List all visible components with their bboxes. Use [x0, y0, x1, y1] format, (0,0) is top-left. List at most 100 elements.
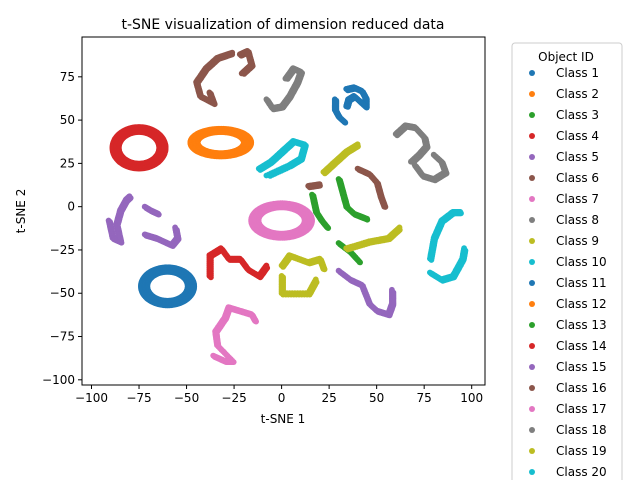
legend-marker	[529, 364, 535, 370]
legend-marker	[529, 343, 535, 349]
legend-marker	[529, 217, 535, 223]
y-axis-ticks: −100 −75 −50 −25 0 25 50 75	[42, 70, 82, 387]
scatter-points	[105, 48, 469, 365]
legend-label: Class 20	[556, 465, 607, 479]
y-tick-label: 75	[60, 70, 75, 84]
data-point	[263, 172, 270, 179]
y-tick-label: −25	[50, 243, 75, 257]
legend-label: Class 15	[556, 360, 607, 374]
legend-marker	[529, 238, 535, 244]
y-tick-label: −50	[50, 286, 75, 300]
legend-marker	[529, 322, 535, 328]
data-point	[282, 75, 289, 82]
legend-marker	[529, 112, 535, 118]
legend-label: Class 13	[556, 318, 607, 332]
data-point	[172, 224, 179, 231]
data-point	[324, 224, 331, 231]
x-axis-label: t-SNE 1	[261, 412, 306, 426]
x-tick-label: 25	[321, 391, 336, 405]
data-point	[408, 158, 414, 165]
legend-label: Class 9	[556, 234, 599, 248]
x-tick-label: 100	[460, 391, 483, 405]
data-point	[312, 276, 319, 283]
x-tick-label: 0	[278, 391, 286, 405]
legend-label: Class 4	[556, 129, 599, 143]
data-point	[240, 140, 247, 147]
data-point	[263, 262, 270, 269]
data-point	[341, 118, 348, 125]
x-tick-label: −100	[75, 391, 108, 405]
data-point	[238, 70, 245, 77]
legend-marker	[529, 427, 535, 433]
legend-marker	[529, 175, 535, 181]
data-point	[184, 284, 191, 290]
y-tick-label: 50	[60, 113, 75, 127]
data-point	[156, 145, 163, 152]
legend-label: Class 5	[556, 150, 599, 164]
x-tick-label: −25	[221, 391, 246, 405]
legend-label: Class 2	[556, 87, 599, 101]
legend-marker	[529, 301, 535, 307]
legend-label: Class 19	[556, 444, 607, 458]
legend-marker	[529, 280, 535, 286]
legend-entries: Class 1 Class 2 Class 3 Class 4 Class 5 Class…	[529, 66, 607, 479]
data-point	[430, 151, 437, 158]
x-axis-ticks: −100 −75 −50 −25 0 25 50 75 100	[75, 385, 483, 405]
legend-label: Class 17	[556, 402, 607, 416]
legend-label: Class 16	[556, 381, 607, 395]
x-tick-label: 50	[369, 391, 384, 405]
legend-label: Class 3	[556, 108, 599, 122]
legend-marker	[529, 154, 535, 160]
data-point	[364, 215, 370, 222]
y-tick-label: −100	[42, 373, 75, 387]
data-point	[229, 49, 236, 56]
legend-label: Class 10	[556, 255, 607, 269]
legend-label: Class 8	[556, 213, 599, 227]
y-tick-label: −75	[50, 330, 75, 344]
data-point	[252, 318, 258, 324]
data-point	[354, 141, 361, 148]
x-tick-label: 75	[417, 391, 432, 405]
legend-marker	[529, 448, 535, 454]
legend-label: Class 14	[556, 339, 607, 353]
x-tick-label: −75	[126, 391, 151, 405]
data-point	[381, 203, 388, 210]
legend-label: Class 12	[556, 297, 607, 311]
legend-label: Class 7	[556, 192, 599, 206]
data-point	[155, 210, 161, 217]
legend-label: Class 6	[556, 171, 599, 185]
data-point	[320, 266, 327, 272]
data-point	[389, 286, 395, 293]
x-tick-label: −50	[174, 391, 199, 405]
legend-marker	[529, 385, 535, 391]
legend-marker	[529, 70, 535, 76]
legend-title: Object ID	[538, 50, 594, 64]
data-point	[457, 209, 464, 215]
chart-title: t-SNE visualization of dimension reduced…	[121, 17, 444, 33]
y-axis-label: t-SNE 2	[14, 189, 28, 234]
legend-marker	[529, 133, 535, 139]
y-tick-label: 25	[60, 156, 75, 170]
legend-label: Class 18	[556, 423, 607, 437]
legend-marker	[529, 196, 535, 202]
data-point	[301, 218, 308, 225]
legend-marker	[529, 469, 535, 475]
data-point	[461, 245, 467, 252]
data-point	[343, 103, 350, 110]
legend-marker	[529, 259, 535, 265]
legend-marker	[529, 91, 535, 97]
y-tick-label: 0	[67, 200, 75, 214]
data-point	[396, 224, 403, 231]
legend-label: Class 1	[556, 66, 599, 80]
data-point	[126, 193, 133, 200]
plot-area	[82, 37, 485, 385]
data-point	[356, 259, 363, 265]
legend-label: Class 11	[556, 276, 607, 290]
data-point	[316, 181, 323, 188]
plot-frame	[81, 36, 486, 386]
legend-marker	[529, 406, 535, 412]
legend-frame	[511, 42, 623, 480]
